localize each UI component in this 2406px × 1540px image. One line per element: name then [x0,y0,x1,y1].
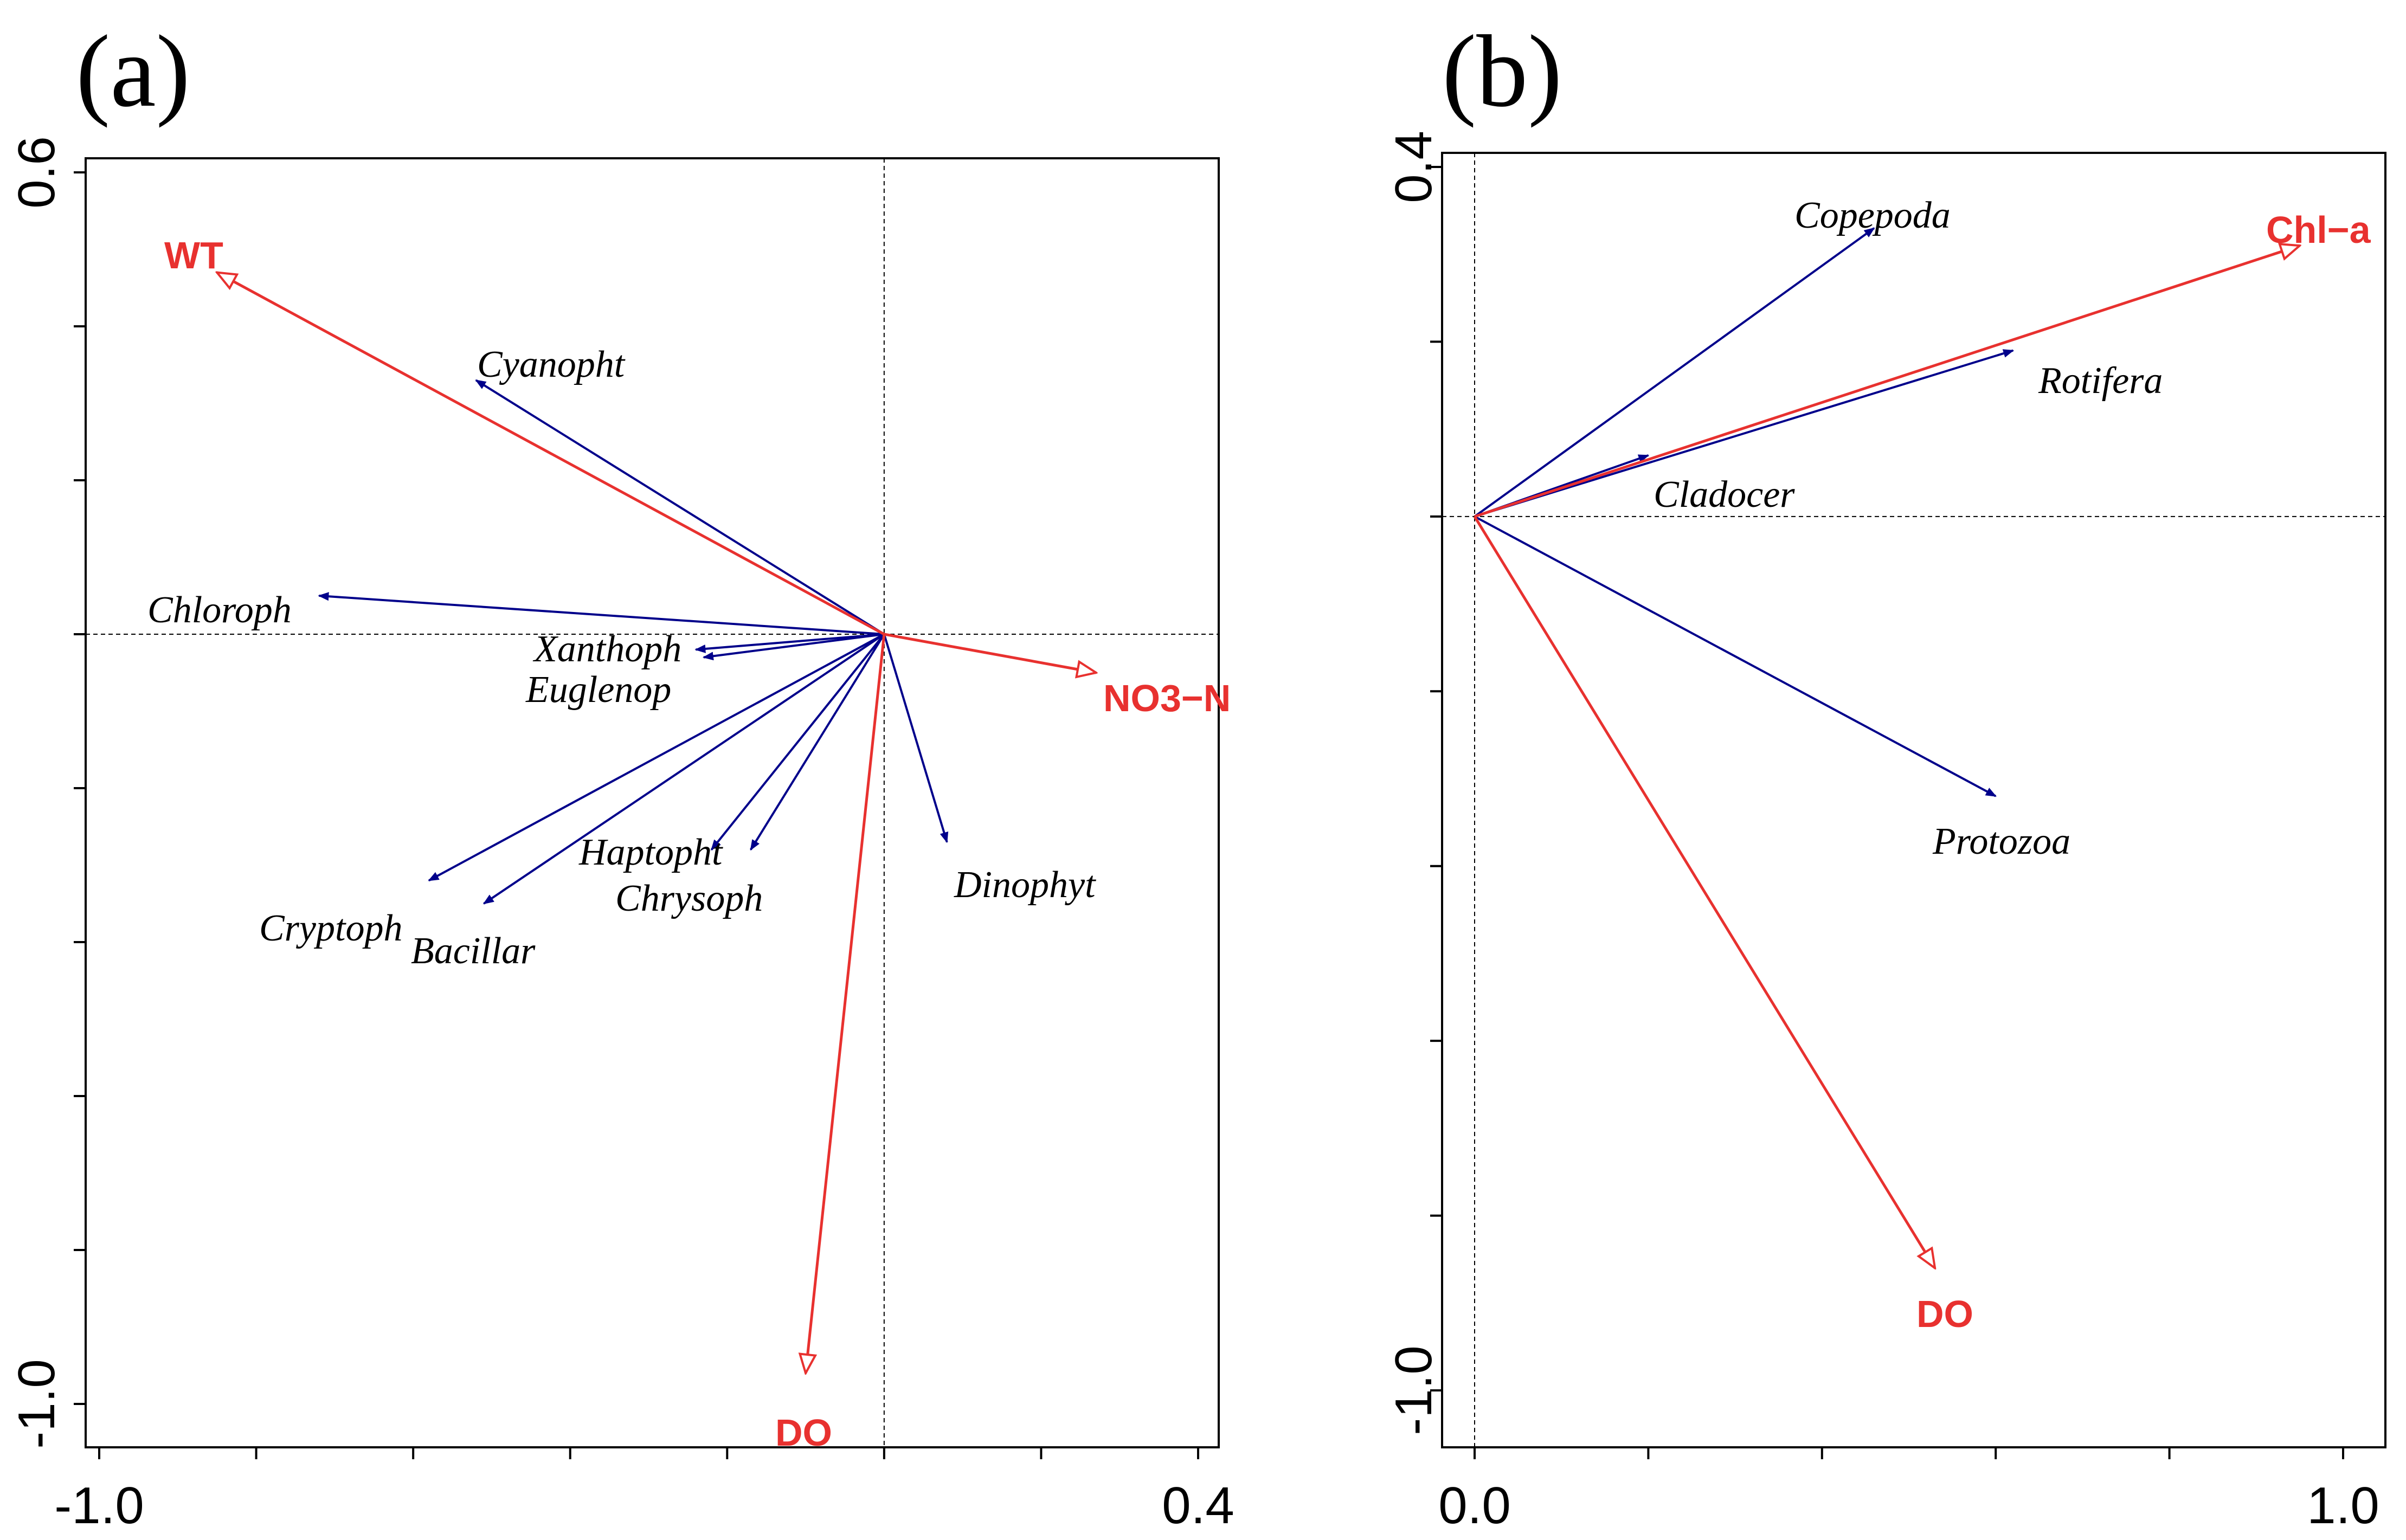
species-arrow-chloroph [318,592,884,635]
species-label-bacillar: Bacillar [411,930,536,972]
panel-b-x-tick-max: 1.0 [2307,1477,2379,1535]
panel-b-y-ticks [1430,166,1442,1391]
panel-b-label: (b) [1442,15,1562,128]
env-label-no3-n: NO3−N [1103,677,1231,719]
species-arrow-chrysoph [750,633,885,851]
species-label-xanthoph: Xanthoph [532,628,681,670]
species-arrow-protozoa [1474,516,1997,797]
panel-a-x-ticks [98,1447,1199,1459]
species-arrow-cyanopht [475,379,885,635]
species-label-protozoa: Protozoa [1932,821,2070,862]
env-arrow-no3-n [884,633,1096,673]
species-arrow-dinophyt [883,634,949,843]
panel-a-x-tick-max: 0.4 [1162,1477,1234,1535]
species-label-cladocer: Cladocer [1654,474,1795,516]
species-arrow-cryptoph [428,633,885,882]
species-label-copepoda: Copepoda [1794,195,1951,236]
species-label-cryptoph: Cryptoph [259,907,402,949]
panel-b-y-tick-max: 0.4 [1385,131,1443,203]
panel-b-y-tick-min: -1.0 [1385,1345,1443,1435]
env-label-do-a: DO [775,1412,832,1454]
species-arrow-rotifera [1474,349,2015,518]
panel-a-y-tick-min: -1.0 [8,1359,66,1448]
panel-b-x-ticks [1474,1447,2344,1459]
env-label-wt: WT [164,234,223,276]
panel-a-y-ticks [74,171,86,1405]
species-arrow-copepoda [1474,227,1875,518]
panel-a: (a) -1.0 0.4 0.6 -1.0 Cyanopht Chloroph … [8,15,1234,1535]
env-arrow-do [806,634,886,1373]
species-label-cyanopht: Cyanopht [477,344,626,385]
env-label-chl-a: Chl−a [2266,209,2371,251]
panel-b-x-tick-min: 0.0 [1438,1477,1510,1535]
panel-a-y-tick-max: 0.6 [8,136,66,208]
panel-b-frame [1441,152,2386,1448]
species-arrow-bacillar [483,633,885,905]
env-arrow-do-b [1473,516,1935,1268]
panel-a-x-tick-min: -1.0 [54,1477,144,1535]
panel-a-frame [85,157,1220,1448]
species-arrow-xanthoph [694,633,885,653]
species-label-euglenop: Euglenop [525,669,671,711]
env-arrow-wt [217,273,885,636]
panel-b: (b) 0.0 1.0 0.4 -1.0 Copepoda Rotifera C… [1385,15,2386,1535]
species-arrow-haptopht [710,633,885,851]
species-label-haptopht: Haptopht [578,832,723,873]
species-arrow-euglenop [702,633,885,661]
species-label-chrysoph: Chrysoph [615,878,763,919]
species-label-chloroph: Chloroph [147,589,292,631]
env-label-do-b: DO [1916,1293,1973,1335]
panel-a-label: (a) [76,15,190,128]
species-label-rotifera: Rotifera [2038,360,2163,402]
env-arrow-chl-a [1474,246,2300,518]
species-label-dinophyt: Dinophyt [954,864,1096,906]
